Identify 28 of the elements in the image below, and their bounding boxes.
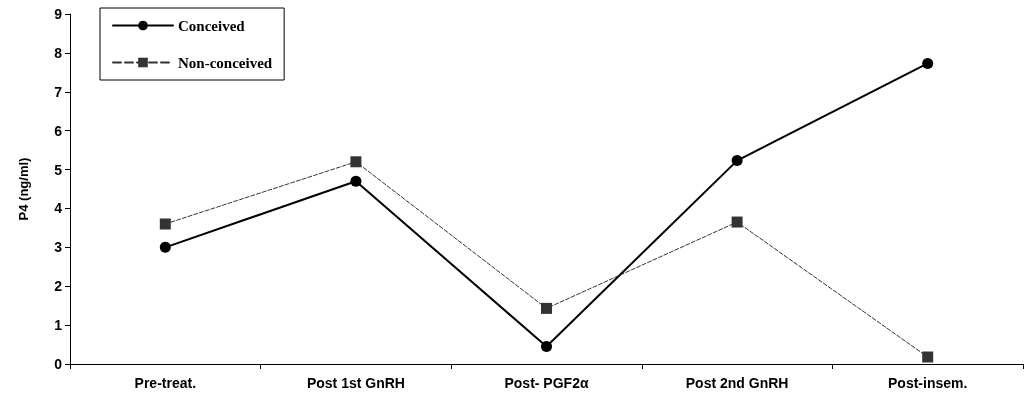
x-tick-label: Post- PGF2α (504, 375, 589, 391)
y-axis-title: P4 (ng/ml) (16, 157, 31, 221)
y-tick-label: 4 (54, 200, 63, 217)
point (922, 351, 934, 363)
point (922, 57, 934, 69)
legend-label: Conceived (178, 17, 246, 34)
point (350, 175, 362, 187)
y-tick-label: 6 (54, 122, 63, 139)
point (731, 155, 743, 167)
legend-label: Non-conceived (178, 54, 273, 71)
point (350, 156, 362, 168)
point (541, 302, 552, 314)
y-tick-label: 3 (54, 239, 63, 256)
y-tick-label: 8 (54, 44, 63, 61)
y-tick-label: 2 (54, 278, 63, 295)
x-tick-label: Post 2nd GnRH (685, 375, 789, 391)
y-tick-label: 5 (54, 161, 63, 178)
y-tick-label: 0 (54, 356, 63, 372)
y-tick-label: 1 (54, 317, 63, 334)
point (159, 241, 171, 253)
point (731, 216, 743, 228)
point (159, 218, 171, 230)
y-tick-label: 7 (54, 83, 63, 100)
x-tick-label: Pre-treat. (134, 375, 197, 391)
point (541, 341, 552, 352)
x-tick-label: Post-insem. (888, 375, 968, 391)
y-tick-label: 9 (54, 6, 63, 22)
x-tick-label: Post 1st GnRH (306, 375, 405, 391)
